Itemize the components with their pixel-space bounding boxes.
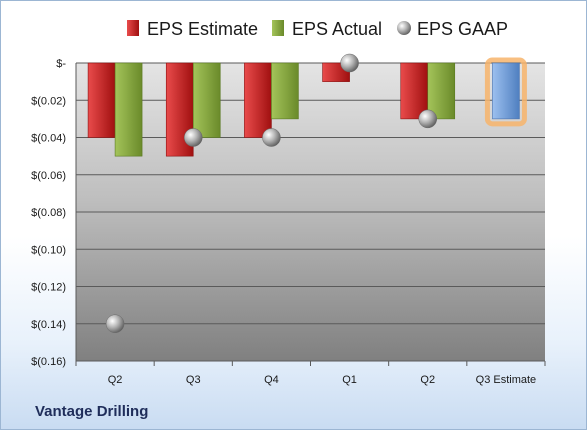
gaap-markers	[105, 53, 437, 333]
gaap-marker	[340, 53, 359, 73]
x-tick-label: Q3 Estimate	[476, 374, 537, 386]
legend-gaap-label: EPS GAAP	[417, 19, 508, 39]
x-tick-label: Q3	[186, 374, 201, 386]
y-tick-label: $(0.12)	[31, 282, 66, 294]
company-name: Vantage Drilling	[35, 403, 149, 420]
y-axis: $- $(0.02) $(0.04) $(0.06) $(0.08) $(0.10) $(0…	[31, 58, 545, 368]
bar-actual	[271, 62, 299, 120]
y-tick-label: $(0.14)	[31, 319, 66, 331]
y-tick-label: $(0.04)	[31, 133, 66, 145]
x-tick-label: Q4	[264, 374, 279, 386]
bar-estimate-forecast	[492, 62, 520, 120]
gaap-marker	[262, 128, 281, 147]
y-tick-label: $(0.06)	[31, 170, 66, 182]
legend-estimate-swatch	[127, 20, 139, 36]
y-tick-label: $(0.10)	[31, 244, 66, 256]
bar-actual	[114, 62, 143, 157]
y-tick-label: $(0.02)	[31, 95, 66, 107]
x-tick-label: Q2	[108, 374, 123, 386]
bar-actual	[192, 62, 221, 138]
legend-actual-swatch	[272, 20, 284, 36]
x-axis: Q2 Q3 Q4 Q1 Q2 Q3 Estimate	[75, 361, 546, 386]
gaap-marker	[418, 109, 437, 129]
bars	[87, 57, 527, 157]
legend-actual-label: EPS Actual	[292, 19, 382, 39]
bar-estimate	[244, 62, 272, 138]
x-tick-label: Q2	[420, 374, 435, 386]
y-tick-label: $(0.16)	[31, 356, 66, 368]
y-tick-label: $-	[56, 58, 66, 70]
legend-estimate-label: EPS Estimate	[147, 19, 258, 39]
x-tick-label: Q1	[342, 374, 357, 386]
gaap-marker	[105, 314, 125, 333]
bar-estimate	[400, 62, 429, 120]
legend: EPS Estimate EPS Actual EPS GAAP	[127, 19, 508, 39]
y-tick-label: $(0.08)	[31, 207, 66, 219]
bar-estimate	[87, 62, 116, 138]
gaap-marker	[184, 128, 203, 147]
forecast-highlight	[484, 57, 527, 127]
legend-gaap-swatch	[397, 21, 411, 35]
bar-actual	[427, 62, 456, 120]
